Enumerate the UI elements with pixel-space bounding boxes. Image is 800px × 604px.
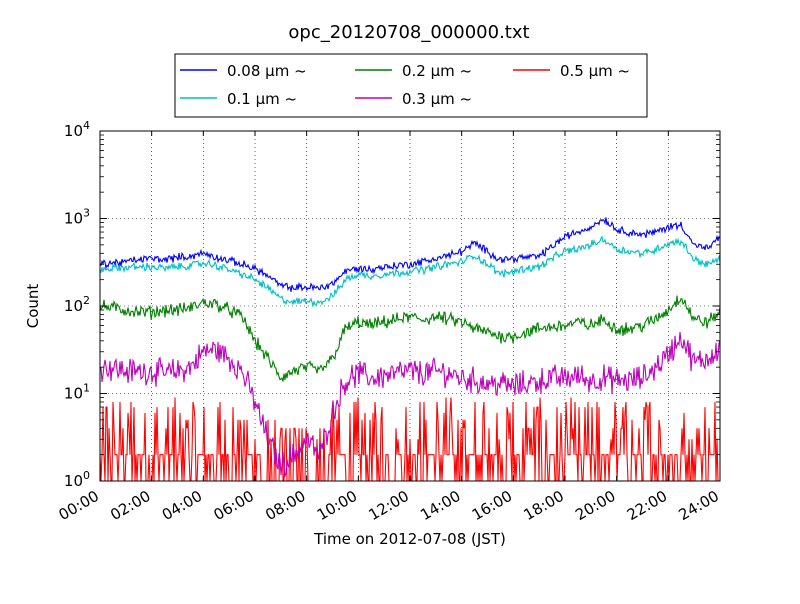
series-line-1 — [100, 217, 720, 292]
y-tick-label: 101 — [64, 382, 90, 403]
y-tick-label: 104 — [64, 119, 90, 140]
series-line-2 — [100, 235, 720, 308]
series-line-4 — [100, 332, 720, 478]
legend-label: 0.08 μm ~ — [227, 62, 307, 80]
legend-label: 0.1 μm ~ — [227, 90, 297, 108]
x-axis-label: Time on 2012-07-08 (JST) — [313, 530, 506, 548]
series-line-5 — [100, 397, 720, 481]
legend: 0.08 μm ~ 0.1 μm ~ 0.2 μm ~ 0.3 μm ~ 0.5 μm … — [174, 53, 648, 118]
axis-ticks — [99, 130, 721, 482]
y-tick-label: 102 — [64, 294, 90, 315]
legend-frame — [174, 53, 648, 118]
legend-label: 0.2 μm ~ — [402, 62, 472, 80]
legend-label: 0.5 μm ~ — [560, 62, 630, 80]
y-tick-label: 103 — [64, 207, 90, 228]
series-layer — [100, 217, 720, 481]
y-axis-tick-labels: 100 101 102 103 104 — [64, 119, 90, 490]
plot-area — [99, 130, 721, 482]
grid-lines — [100, 131, 720, 481]
legend-label: 0.3 μm ~ — [402, 90, 472, 108]
y-tick-label: 100 — [64, 469, 90, 490]
y-axis-label: Count — [24, 284, 42, 329]
legend-items: 0.08 μm ~ 0.1 μm ~ 0.2 μm ~ 0.3 μm ~ 0.5 μm … — [180, 62, 630, 108]
chart-title: opc_20120708_000000.txt — [288, 22, 529, 43]
series-line-3 — [100, 295, 720, 382]
